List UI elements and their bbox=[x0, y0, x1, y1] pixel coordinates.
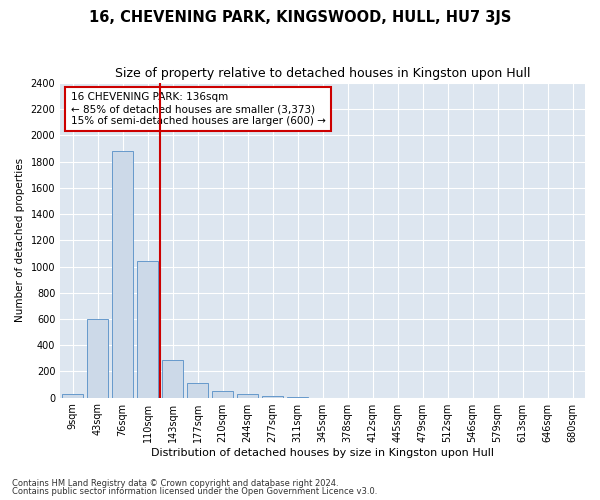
Bar bbox=[287, 397, 308, 398]
Bar bbox=[137, 262, 158, 398]
X-axis label: Distribution of detached houses by size in Kingston upon Hull: Distribution of detached houses by size … bbox=[151, 448, 494, 458]
Text: 16 CHEVENING PARK: 136sqm
← 85% of detached houses are smaller (3,373)
15% of se: 16 CHEVENING PARK: 136sqm ← 85% of detac… bbox=[71, 92, 326, 126]
Text: Contains HM Land Registry data © Crown copyright and database right 2024.: Contains HM Land Registry data © Crown c… bbox=[12, 478, 338, 488]
Bar bbox=[87, 319, 108, 398]
Title: Size of property relative to detached houses in Kingston upon Hull: Size of property relative to detached ho… bbox=[115, 68, 530, 80]
Text: 16, CHEVENING PARK, KINGSWOOD, HULL, HU7 3JS: 16, CHEVENING PARK, KINGSWOOD, HULL, HU7… bbox=[89, 10, 511, 25]
Bar bbox=[262, 396, 283, 398]
Bar bbox=[162, 360, 183, 398]
Bar bbox=[237, 394, 258, 398]
Y-axis label: Number of detached properties: Number of detached properties bbox=[15, 158, 25, 322]
Bar bbox=[112, 151, 133, 398]
Text: Contains public sector information licensed under the Open Government Licence v3: Contains public sector information licen… bbox=[12, 487, 377, 496]
Bar bbox=[187, 383, 208, 398]
Bar bbox=[62, 394, 83, 398]
Bar bbox=[212, 391, 233, 398]
